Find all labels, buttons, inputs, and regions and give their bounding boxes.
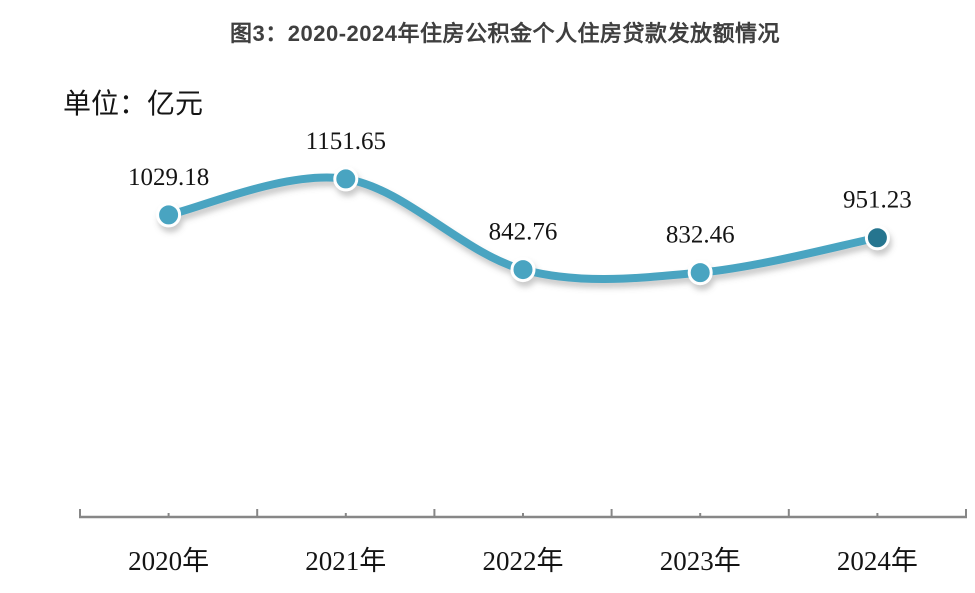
data-point-marker: [156, 202, 182, 228]
unit-label: 单位：亿元: [63, 89, 204, 120]
data-label: 951.23: [843, 187, 912, 214]
data-point-marker: [333, 166, 359, 192]
data-label: 1151.65: [306, 128, 386, 155]
data-point-marker: [864, 225, 890, 251]
x-axis-label: 2024年: [837, 546, 918, 576]
x-axis-label: 2023年: [660, 546, 741, 576]
x-axis-label: 2020年: [128, 546, 209, 576]
data-label: 842.76: [489, 219, 558, 246]
data-point-marker: [510, 257, 536, 283]
line-series: [156, 166, 890, 286]
chart-title: 图3：2020-2024年住房公积金个人住房贷款发放额情况: [230, 21, 780, 46]
data-label: 832.46: [666, 222, 735, 249]
data-label: 1029.18: [128, 164, 209, 191]
x-axis-label: 2022年: [483, 546, 564, 576]
data-point-marker: [687, 260, 713, 286]
x-axis-label: 2021年: [305, 546, 386, 576]
